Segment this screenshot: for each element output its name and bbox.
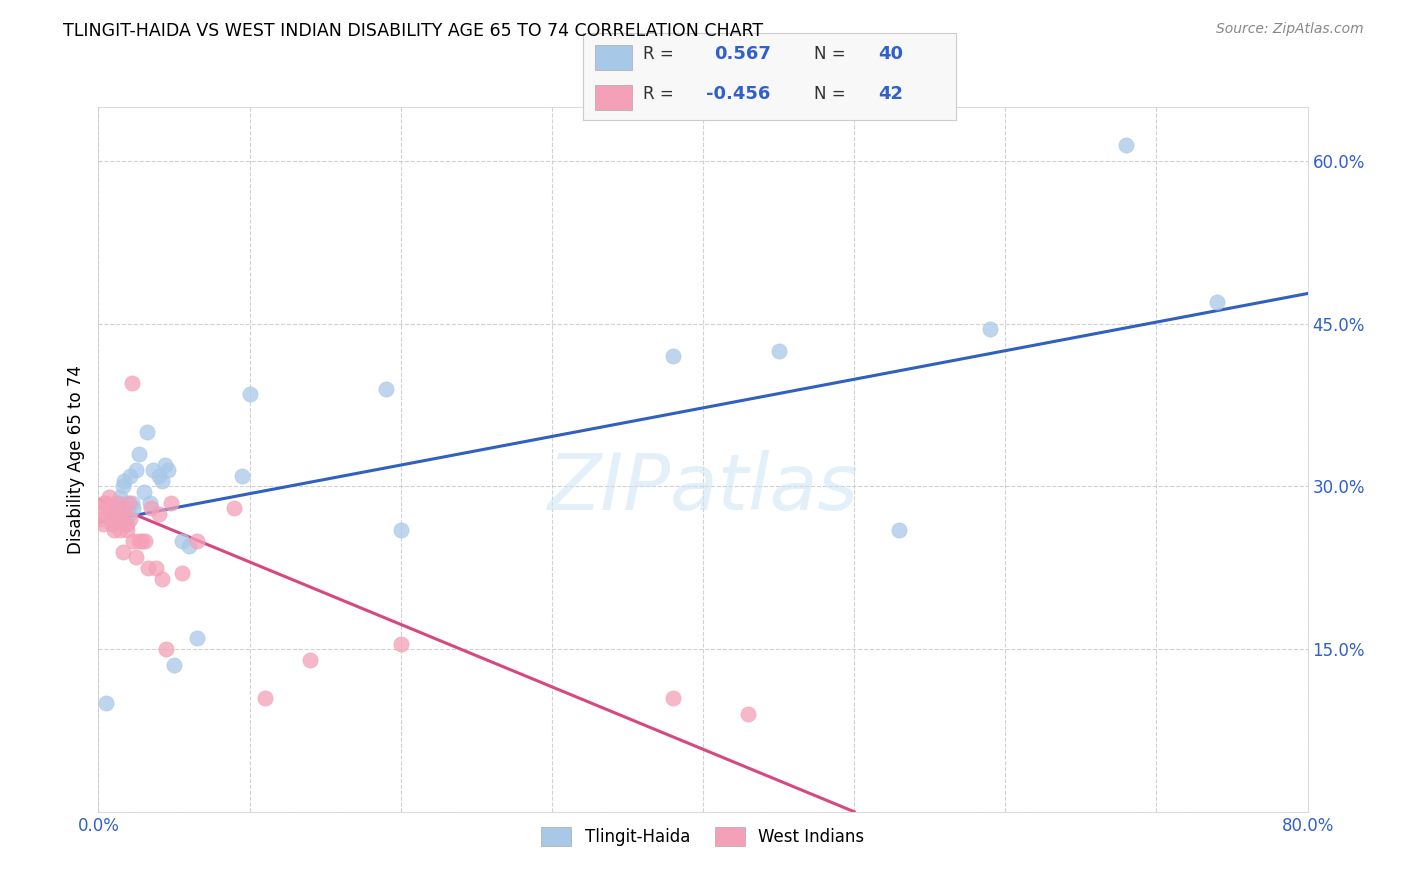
Point (186, 533, 208, 548)
Point (179, 539, 201, 553)
Text: R =: R = (643, 86, 679, 103)
Point (120, 468, 142, 483)
Point (150, 474, 173, 488)
Point (101, 517, 124, 532)
Point (111, 479, 134, 493)
Point (141, 501, 163, 516)
Point (114, 517, 136, 532)
Point (115, 517, 138, 532)
Point (299, 653, 322, 667)
Point (94, 496, 117, 510)
Point (186, 632, 208, 646)
Point (148, 468, 170, 483)
Point (170, 533, 193, 548)
Point (139, 496, 162, 510)
Point (768, 343, 790, 358)
Point (110, 507, 132, 521)
Point (122, 533, 145, 548)
Text: TLINGIT-HAIDA VS WEST INDIAN DISABILITY AGE 65 TO 74 CORRELATION CHART: TLINGIT-HAIDA VS WEST INDIAN DISABILITY … (63, 22, 763, 40)
Point (150, 572, 173, 586)
Point (125, 463, 148, 477)
Point (118, 496, 141, 510)
Point (170, 566, 193, 581)
Point (115, 523, 138, 537)
Text: N =: N = (814, 86, 852, 103)
Point (239, 387, 262, 401)
Point (122, 501, 145, 516)
Point (107, 496, 129, 510)
Point (131, 533, 153, 548)
Point (737, 707, 759, 722)
Point (889, 523, 911, 537)
Point (96, 501, 118, 516)
Point (108, 523, 131, 537)
Point (125, 549, 148, 564)
Point (108, 491, 131, 505)
Point (1206, 295, 1229, 310)
Point (374, 382, 396, 396)
Point (111, 544, 134, 558)
Point (112, 501, 135, 516)
FancyBboxPatch shape (595, 45, 631, 70)
Point (89, 507, 111, 521)
Text: 0.567: 0.567 (714, 45, 770, 63)
Point (120, 512, 142, 526)
Text: 42: 42 (877, 86, 903, 103)
Point (156, 463, 179, 477)
Point (105, 496, 128, 510)
Point (155, 642, 177, 657)
Point (135, 425, 157, 440)
Legend: Tlingit-Haida, West Indians: Tlingit-Haida, West Indians (534, 820, 872, 853)
Point (224, 501, 246, 516)
Point (121, 496, 143, 510)
Point (153, 458, 176, 472)
Point (253, 690, 276, 705)
Point (98, 491, 121, 505)
Point (163, 658, 186, 673)
Point (104, 507, 127, 521)
Point (90, 512, 112, 526)
Text: N =: N = (814, 45, 852, 63)
Point (128, 533, 150, 548)
Point (231, 468, 253, 483)
Point (105, 501, 128, 516)
Point (91, 517, 114, 532)
Point (103, 523, 125, 537)
Point (1115, 138, 1137, 153)
Y-axis label: Disability Age 65 to 74: Disability Age 65 to 74 (66, 365, 84, 554)
Text: R =: R = (643, 45, 679, 63)
Point (132, 484, 155, 499)
Point (389, 637, 412, 651)
Point (148, 507, 170, 521)
FancyBboxPatch shape (595, 86, 631, 110)
Point (661, 690, 683, 705)
Point (136, 561, 159, 575)
Point (121, 376, 143, 391)
Point (160, 496, 183, 510)
Text: Source: ZipAtlas.com: Source: ZipAtlas.com (1216, 22, 1364, 37)
Text: ZIPatlas: ZIPatlas (547, 450, 859, 525)
Point (104, 507, 127, 521)
Point (389, 523, 412, 537)
Point (134, 533, 156, 548)
Text: 40: 40 (877, 45, 903, 63)
Point (101, 517, 124, 532)
Point (979, 322, 1001, 336)
Point (100, 507, 122, 521)
Point (107, 507, 129, 521)
Point (145, 561, 167, 575)
Point (142, 463, 165, 477)
Point (114, 496, 136, 510)
Point (93, 496, 115, 510)
Point (110, 512, 132, 526)
Text: -0.456: -0.456 (706, 86, 770, 103)
Point (661, 350, 683, 364)
Point (118, 507, 141, 521)
Point (112, 474, 135, 488)
Point (128, 447, 150, 461)
Point (94, 696, 117, 710)
Point (103, 512, 125, 526)
